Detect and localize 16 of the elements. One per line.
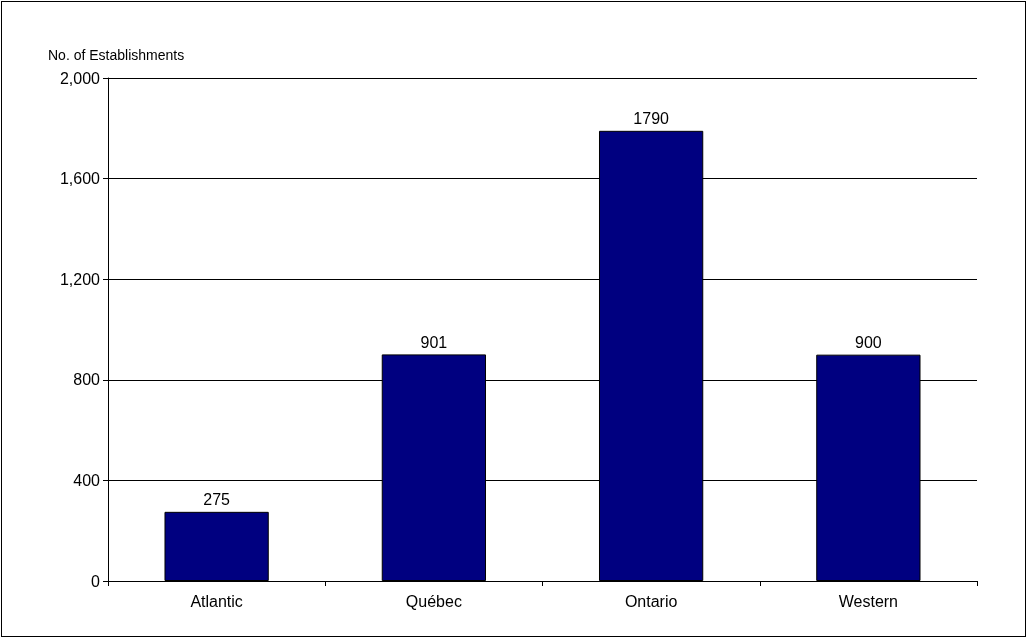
x-tick-label: Western (838, 592, 899, 610)
y-tick-label: 800 (73, 371, 101, 389)
x-tick-label: Québec (405, 592, 462, 610)
y-tick-label: 1,200 (59, 270, 101, 288)
data-label: 1790 (633, 110, 670, 128)
bar (164, 511, 269, 581)
y-tick-label: 2,000 (59, 69, 101, 87)
data-label: 901 (420, 333, 448, 351)
y-tick-label: 1,600 (59, 170, 101, 188)
data-label: 275 (203, 491, 231, 509)
y-tick-label: 0 (91, 572, 101, 590)
data-label: 900 (855, 334, 882, 352)
y-axis-title: No. of Establishments (48, 47, 185, 63)
x-tick-label: Atlantic (190, 592, 243, 610)
y-tick-label: 400 (73, 471, 101, 489)
x-tick-label: Ontario (624, 592, 678, 610)
